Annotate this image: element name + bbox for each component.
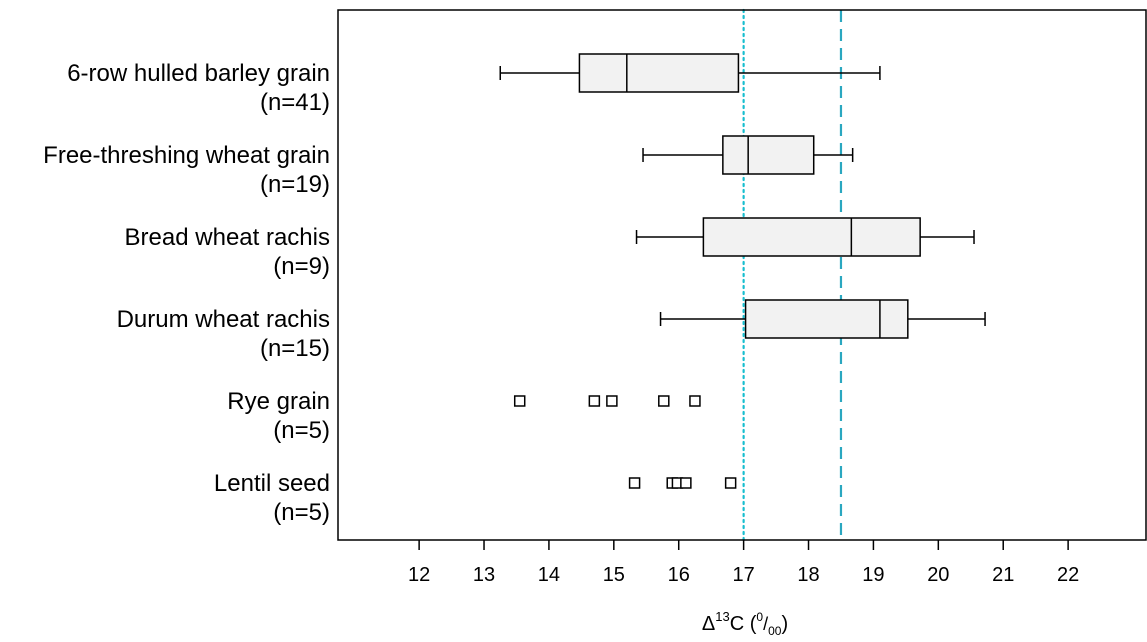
box-2 xyxy=(642,135,854,175)
reference-lines xyxy=(742,8,843,542)
x-tick-label: 17 xyxy=(732,564,754,586)
x-tick-label: 20 xyxy=(927,564,949,586)
category-labels: 6-row hulled barley grain(n=41) Free-thre… xyxy=(43,60,330,526)
x-tick-label: 16 xyxy=(668,564,690,586)
x-tick-label: 15 xyxy=(603,564,625,586)
category-n-label: (n=9) xyxy=(273,253,330,280)
x-tick-label: 14 xyxy=(538,564,560,586)
category-n-label: (n=5) xyxy=(273,417,330,444)
category-n-label: (n=15) xyxy=(260,335,330,362)
iqr-box xyxy=(578,53,740,93)
x-tick-label: 18 xyxy=(797,564,819,586)
data-point xyxy=(689,395,701,407)
x-axis-title-frac-sep: / xyxy=(763,614,768,634)
x-axis-title-frac-den: 00 xyxy=(768,624,782,638)
points-5 xyxy=(513,395,701,407)
x-axis-title-frac-num: 0 xyxy=(756,610,763,624)
box-4 xyxy=(659,299,986,339)
x-axis-title-main: C ( xyxy=(730,613,757,635)
category-label: Lentil seed xyxy=(214,470,330,497)
plot-frame xyxy=(337,9,1147,541)
points-6 xyxy=(628,477,737,489)
x-tick-label: 12 xyxy=(408,564,430,586)
box-1 xyxy=(499,53,881,93)
x-tick-label: 21 xyxy=(992,564,1014,586)
box-3 xyxy=(635,217,975,257)
iqr-box xyxy=(722,135,815,175)
category-label: Durum wheat rachis xyxy=(117,306,330,333)
data-point xyxy=(513,395,526,407)
category-n-label: (n=19) xyxy=(260,171,330,198)
category-label: Bread wheat rachis xyxy=(125,224,330,251)
data-point xyxy=(606,395,618,407)
x-tick-label: 19 xyxy=(862,564,884,586)
x-axis-title-sup: 13 xyxy=(715,609,729,624)
box-series xyxy=(499,53,986,489)
data-point xyxy=(658,395,670,407)
data-point xyxy=(588,395,601,407)
category-label: Rye grain xyxy=(227,388,330,415)
x-axis-title-delta: Δ xyxy=(702,613,715,635)
data-point xyxy=(628,477,641,489)
x-tick-label: 22 xyxy=(1057,564,1079,586)
x-axis-title: Δ13C (0/00) xyxy=(702,609,788,638)
x-tick-label: 13 xyxy=(473,564,495,586)
x-axis: 12 13 14 15 16 17 18 19 20 21 22 xyxy=(408,540,1079,586)
iqr-box xyxy=(702,217,921,257)
data-point xyxy=(724,477,737,489)
category-n-label: (n=5) xyxy=(273,499,330,526)
category-n-label: (n=41) xyxy=(260,89,330,116)
x-axis-title-suffix: ) xyxy=(781,613,788,635)
data-point xyxy=(680,477,692,489)
category-label: Free-threshing wheat grain xyxy=(43,142,330,169)
iqr-box xyxy=(744,299,909,339)
category-label: 6-row hulled barley grain xyxy=(67,60,330,87)
